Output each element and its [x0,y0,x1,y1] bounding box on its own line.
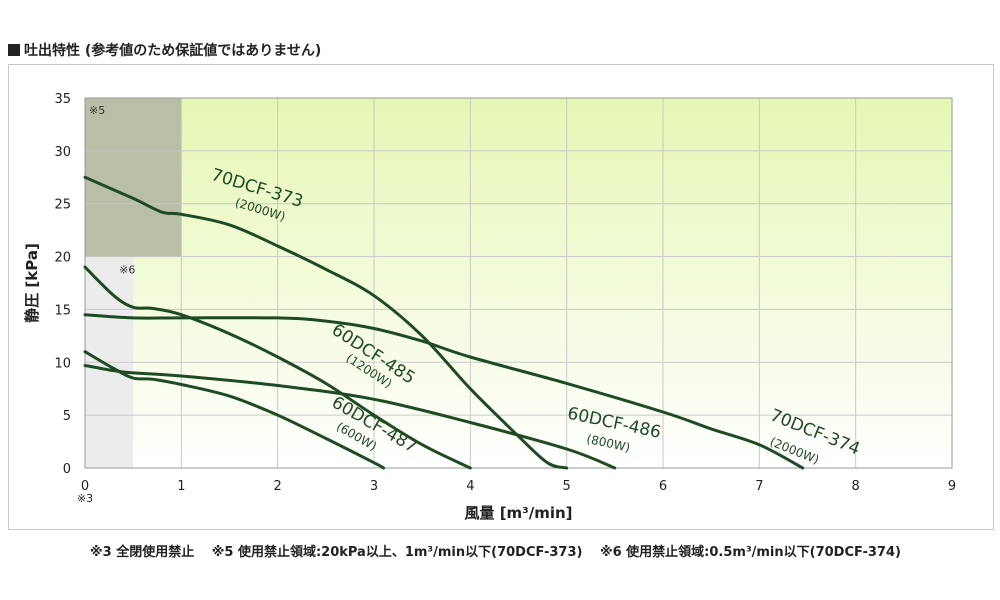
x-tick-label: 5 [563,479,571,494]
square-bullet-icon [8,44,20,56]
chart-heading: 吐出特性 (参考値のため保証値ではありません) [8,40,321,60]
x-tick-label: 6 [659,479,667,494]
x-tick-label: 7 [755,479,763,494]
series-line [83,313,805,470]
y-tick-label: 25 [54,198,71,213]
x-tick-label: 9 [948,479,956,494]
x-tick-label: 8 [852,479,860,494]
x-axis-title: 風量 [m³/min] [464,504,572,522]
x-origin-note: ※3 [77,492,93,505]
y-tick-label: 35 [54,92,71,107]
chart-heading-text: 吐出特性 (参考値のため保証値ではありません) [24,43,322,59]
y-tick-label: 30 [54,145,71,160]
chart-panel [8,64,994,530]
plot-background [85,98,952,468]
y-tick-label: 10 [54,356,71,371]
series-line [83,350,386,470]
x-tick-label: 1 [177,479,185,494]
x-tick-label: 3 [370,479,378,494]
y-tick-label: 20 [54,251,71,266]
y-tick-label: 0 [63,462,71,477]
region-label: ※5 [89,104,105,117]
series-line [83,265,472,470]
y-tick-label: 5 [63,409,71,424]
footnotes: ※3 全閉使用禁止 ※5 使用禁止領域:20kPa以上、1m³/min以下(70… [90,545,901,560]
y-tick-label: 15 [54,303,71,318]
x-tick-label: 2 [274,479,282,494]
plot-frame [84,97,953,469]
x-tick-label: 0 [81,479,89,494]
x-tick-label: 4 [466,479,474,494]
region-label: ※6 [119,264,135,277]
y-axis-title: 静圧 [kPa] [23,243,41,323]
restricted-region [85,98,182,257]
